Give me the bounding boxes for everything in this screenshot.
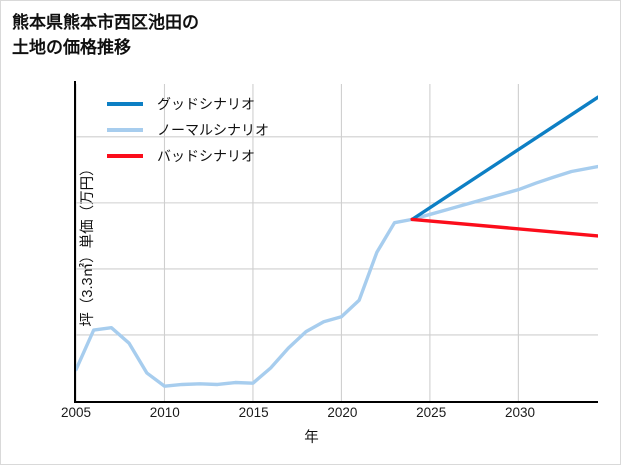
x-tick-label-2010: 2010 bbox=[149, 405, 180, 420]
plot-area bbox=[76, 84, 598, 401]
chart-legend: グッドシナリオ ノーマルシナリオ バッドシナリオ bbox=[107, 91, 307, 169]
y-axis-spine bbox=[74, 81, 77, 403]
series-line bbox=[76, 164, 598, 388]
legend-swatch-normal bbox=[107, 128, 143, 132]
legend-swatch-good bbox=[107, 102, 143, 106]
x-axis-label: 年 bbox=[304, 430, 319, 446]
legend-item-normal: ノーマルシナリオ bbox=[107, 117, 307, 143]
x-tick-label-2005: 2005 bbox=[60, 405, 92, 420]
x-tick-label-2020: 2020 bbox=[327, 405, 358, 420]
legend-label-normal: ノーマルシナリオ bbox=[157, 122, 269, 138]
chart-canvas bbox=[76, 84, 598, 401]
gridlines bbox=[76, 84, 598, 401]
series-line bbox=[410, 95, 598, 222]
legend-item-bad: バッドシナリオ bbox=[107, 143, 307, 169]
series-line bbox=[410, 217, 598, 238]
x-tick-label-2025: 2025 bbox=[416, 405, 447, 420]
legend-item-good: グッドシナリオ bbox=[107, 91, 307, 117]
legend-label-good: グッドシナリオ bbox=[157, 96, 255, 112]
x-axis-spine bbox=[74, 400, 598, 403]
series-lines bbox=[76, 95, 598, 388]
legend-swatch-bad bbox=[107, 154, 143, 158]
y-axis-label-container: 坪（3.3㎡）単価（万円） bbox=[13, 86, 96, 401]
chart-title: 熊本県熊本市西区池田の 土地の価格推移 bbox=[12, 13, 199, 57]
legend-label-bad: バッドシナリオ bbox=[157, 148, 255, 164]
x-tick-label-2015: 2015 bbox=[238, 405, 269, 420]
x-tick-label-2030: 2030 bbox=[504, 405, 536, 420]
